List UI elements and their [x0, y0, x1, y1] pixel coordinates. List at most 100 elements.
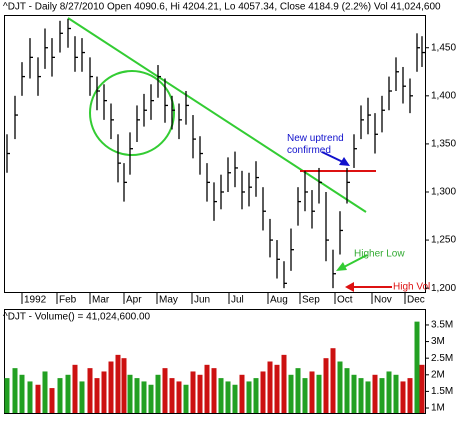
y-tick-label: 3M: [431, 336, 445, 347]
volume-bar: [365, 381, 371, 413]
volume-bar: [316, 374, 322, 413]
volume-bar: [419, 364, 425, 413]
volume-bar: [414, 321, 420, 413]
volume-bar: [19, 374, 25, 413]
x-tick-label: 1992: [24, 295, 47, 306]
y-tick-label: 1M: [431, 403, 445, 414]
volume-bar: [400, 381, 406, 413]
volume-bar: [372, 374, 378, 413]
y-tick-label: 1,450: [431, 42, 456, 53]
x-tick-label: Nov: [374, 295, 392, 306]
price-frame: [4, 15, 426, 293]
volume-bar: [65, 374, 71, 413]
volume-bar: [108, 361, 114, 413]
volume-bar: [211, 368, 217, 413]
volume-bar: [267, 361, 273, 413]
volume-bar: [225, 381, 231, 413]
y-tick-label: 2.5M: [431, 353, 453, 364]
volume-bar: [260, 371, 266, 413]
y-tick-label: 1,250: [431, 235, 456, 246]
volume-bar: [155, 374, 161, 413]
x-tick-label: Aug: [270, 295, 288, 306]
y-tick-label: 2M: [431, 369, 445, 380]
volume-bar: [176, 381, 182, 413]
volume-bar: [253, 378, 259, 413]
volume-bar: [72, 364, 78, 413]
volume-bar: [337, 361, 343, 413]
volume-bar: [148, 384, 154, 413]
volume-bar: [190, 371, 196, 413]
volume-bar: [141, 381, 147, 413]
y-tick-label: 1,400: [431, 90, 456, 101]
volume-title: ^DJT - Volume() = 41,024,600.00: [3, 312, 151, 323]
volume-bar: [49, 388, 55, 413]
chart-title: ^DJT - Daily 8/27/2010 Open 4090.6, Hi 4…: [3, 2, 441, 13]
volume-bar: [42, 371, 48, 413]
volume-bar: [183, 384, 189, 413]
volume-bar: [323, 358, 329, 413]
trend-line: [67, 17, 367, 213]
volume-bar: [386, 371, 392, 413]
volume-bar: [330, 348, 336, 413]
volume-bar: [295, 368, 301, 413]
volume-bar: [127, 374, 133, 413]
volume-bar: [115, 354, 121, 413]
volume-bar: [94, 378, 100, 413]
volume-bar: [35, 384, 41, 413]
y-tick-label: 1.5M: [431, 386, 453, 397]
volume-bar: [239, 374, 245, 413]
volume-bar: [274, 364, 280, 413]
volume-bar: [162, 368, 168, 413]
x-tick-label: Feb: [59, 295, 77, 306]
y-tick-label: 1,300: [431, 187, 456, 198]
volume-bar: [197, 374, 203, 413]
y-tick-label: 1,200: [431, 283, 456, 294]
volume-bar: [232, 384, 238, 413]
x-tick-label: Oct: [337, 295, 353, 306]
volume-bar: [351, 374, 357, 413]
volume-bar: [4, 378, 10, 413]
volume-bar: [358, 378, 364, 413]
volume-bar: [87, 368, 93, 413]
volume-bar: [57, 378, 63, 413]
volume-bar: [309, 371, 315, 413]
arrowhead: [345, 282, 354, 292]
y-tick-label: 1,350: [431, 139, 456, 150]
volume-frame: [4, 309, 426, 414]
volume-bar: [344, 368, 350, 413]
volume-bar: [169, 378, 175, 413]
volume-bar: [407, 378, 413, 413]
annotation: High Vol: [393, 282, 430, 293]
volume-bar: [302, 378, 308, 413]
x-tick-label: Sep: [302, 295, 320, 306]
x-tick-label: May: [159, 295, 178, 306]
volume-bar: [101, 371, 107, 413]
volume-bar: [288, 374, 294, 413]
annotation: New uptrend confirmed: [287, 133, 344, 156]
x-tick-label: Mar: [92, 295, 110, 306]
arrowhead: [339, 157, 350, 166]
volume-bar: [281, 354, 287, 413]
volume-bar: [12, 368, 18, 413]
y-tick-label: 3.5M: [431, 320, 453, 331]
volume-bar: [121, 358, 127, 413]
x-tick-label: Jun: [194, 295, 210, 306]
highlight-circle: [89, 70, 175, 156]
x-tick-label: Apr: [126, 295, 142, 306]
volume-bar: [379, 378, 385, 413]
volume-bar: [204, 364, 210, 413]
volume-bar: [246, 381, 252, 413]
x-tick-label: Jul: [231, 295, 244, 306]
annotation-arrow: [321, 151, 346, 164]
volume-bar: [134, 378, 140, 413]
x-tick-label: Dec: [407, 295, 425, 306]
volume-bar: [393, 374, 399, 413]
volume-bar: [79, 381, 85, 413]
annotation: Higher Low: [354, 249, 405, 260]
volume-bar: [218, 378, 224, 413]
arrowhead: [336, 262, 347, 271]
annotation-arrow: [341, 254, 368, 269]
